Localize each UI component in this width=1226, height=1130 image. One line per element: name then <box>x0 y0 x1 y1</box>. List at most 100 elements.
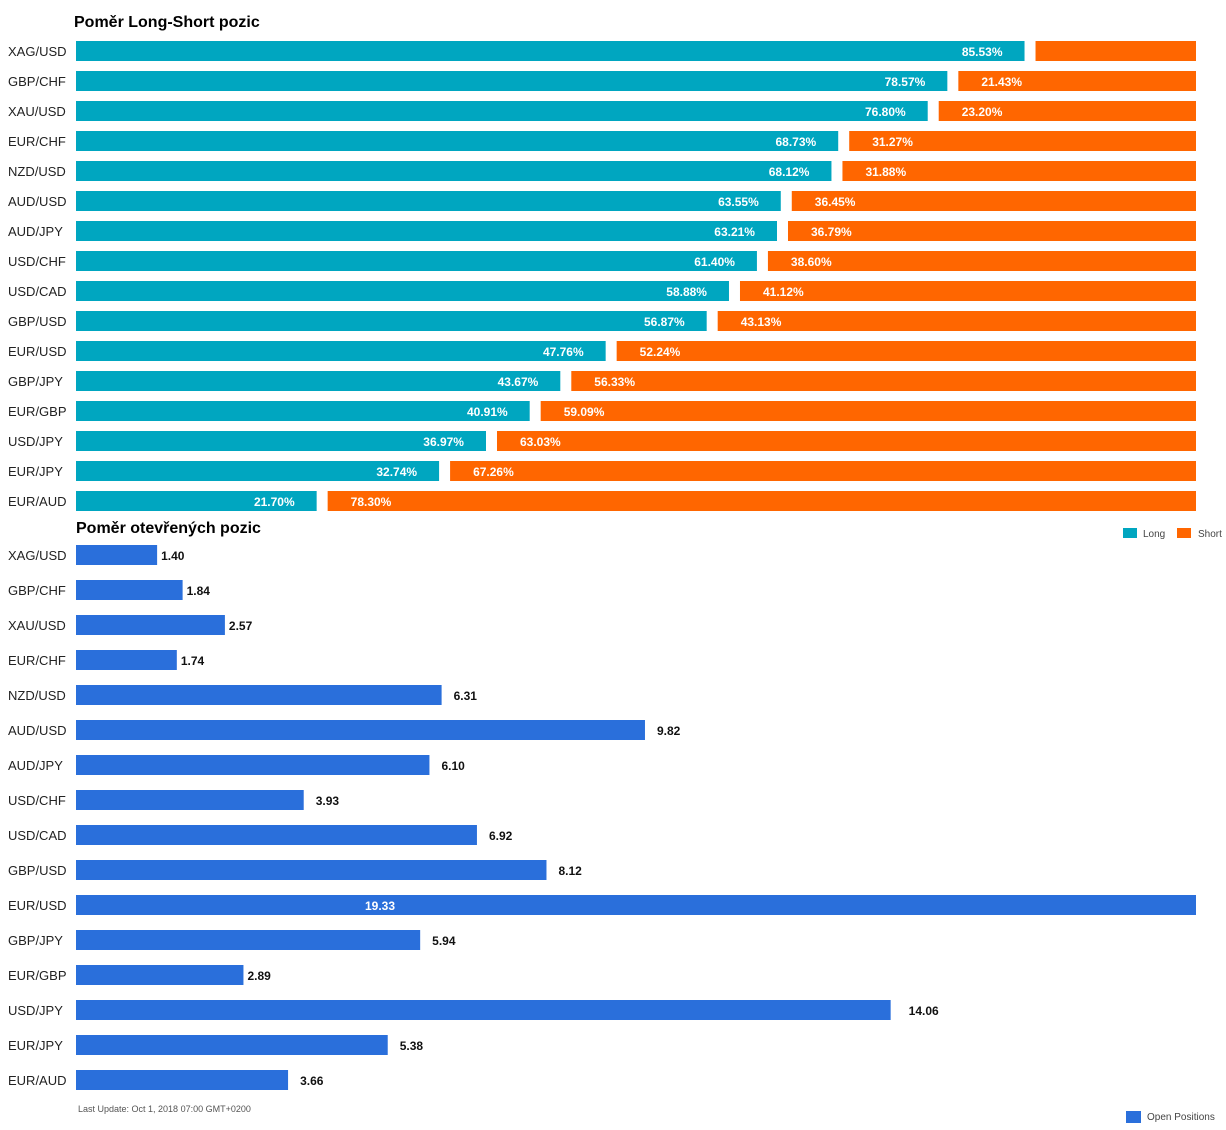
bar-open-positions <box>76 720 645 740</box>
data-label-short: 43.13% <box>741 315 782 329</box>
category-label: XAG/USD <box>8 548 67 563</box>
bar-long <box>76 461 440 481</box>
data-label-short: 63.03% <box>520 435 561 449</box>
bar-open-positions <box>76 930 421 950</box>
data-label-long: 21.70% <box>254 495 295 509</box>
chart-title: Poměr otevřených pozic <box>76 520 261 537</box>
data-label: 1.84 <box>187 584 211 598</box>
bar-open-positions <box>76 860 547 880</box>
bar-long <box>76 491 317 511</box>
bar-long <box>76 161 832 181</box>
bar-short <box>496 431 1196 451</box>
data-label-long: 68.12% <box>769 165 810 179</box>
bar-open-positions <box>76 895 1196 915</box>
category-label: USD/CAD <box>8 284 67 299</box>
category-label: EUR/GBP <box>8 404 67 419</box>
legend-label-open-positions: Open Positions <box>1147 1112 1215 1123</box>
data-label: 8.12 <box>558 864 582 878</box>
bar-short <box>327 491 1196 511</box>
category-label: EUR/CHF <box>8 653 66 668</box>
legend-swatch-short <box>1177 528 1191 538</box>
category-label: EUR/USD <box>8 898 67 913</box>
data-label: 5.94 <box>432 934 456 948</box>
bar-short <box>849 131 1196 151</box>
category-label: USD/CHF <box>8 254 66 269</box>
last-update-text: Last Update: Oct 1, 2018 07:00 GMT+0200 <box>78 1104 251 1114</box>
data-label-long: 47.76% <box>543 345 584 359</box>
legend-swatch-long <box>1123 528 1137 538</box>
data-label-long: 56.87% <box>644 315 685 329</box>
bar-short <box>540 401 1196 421</box>
data-label: 19.33 <box>365 899 395 913</box>
category-label: GBP/JPY <box>8 374 63 389</box>
bar-open-positions <box>76 755 430 775</box>
data-label: 9.82 <box>657 724 681 738</box>
data-label: 3.93 <box>316 794 340 808</box>
category-label: EUR/USD <box>8 344 67 359</box>
bar-short <box>938 101 1196 121</box>
data-label: 6.10 <box>441 759 465 773</box>
bar-short <box>958 71 1196 91</box>
category-label: NZD/USD <box>8 164 66 179</box>
data-label-long: 40.91% <box>467 405 508 419</box>
bar-open-positions <box>76 615 225 635</box>
bar-open-positions <box>76 580 183 600</box>
data-label: 6.31 <box>454 689 478 703</box>
bar-long <box>76 371 561 391</box>
data-label-short: 78.30% <box>351 495 392 509</box>
bar-open-positions <box>76 1000 891 1020</box>
data-label-short: 41.12% <box>763 285 804 299</box>
category-label: AUD/JPY <box>8 224 63 239</box>
category-label: GBP/CHF <box>8 583 66 598</box>
category-label: XAU/USD <box>8 104 66 119</box>
data-label-short: 67.26% <box>473 465 514 479</box>
legend-label-long: Long <box>1143 529 1165 540</box>
long-short-chart: Poměr Long-Short pozic XAG/USD 85.53% GBP/C… <box>8 14 1222 540</box>
bar-short <box>739 281 1196 301</box>
data-label-long: 61.40% <box>694 255 735 269</box>
data-label-long: 63.55% <box>718 195 759 209</box>
bar-long <box>76 251 757 271</box>
bar-open-positions <box>76 650 177 670</box>
data-label-short: 36.79% <box>811 225 852 239</box>
category-label: USD/JPY <box>8 434 63 449</box>
bar-long <box>76 71 948 91</box>
category-label: GBP/CHF <box>8 74 66 89</box>
bar-short <box>791 191 1196 211</box>
open-positions-chart: Poměr otevřených pozic XAG/USD 1.40 GBP/CHF… <box>8 520 1215 1123</box>
data-label-short: 31.27% <box>872 135 913 149</box>
data-label-long: 78.57% <box>885 75 926 89</box>
data-label-long: 58.88% <box>666 285 707 299</box>
data-label: 3.66 <box>300 1074 324 1088</box>
bar-short <box>842 161 1196 181</box>
data-label: 14.06 <box>909 1004 939 1018</box>
bar-open-positions <box>76 790 304 810</box>
data-label: 1.74 <box>181 654 205 668</box>
bar-open-positions <box>76 1070 289 1090</box>
bar-short <box>767 251 1196 271</box>
data-label: 2.57 <box>229 619 253 633</box>
bar-long <box>76 101 928 121</box>
category-label: EUR/CHF <box>8 134 66 149</box>
data-label-short: 36.45% <box>815 195 856 209</box>
legend-swatch-open-positions <box>1126 1111 1141 1123</box>
bar-long <box>76 401 530 421</box>
data-label-long: 32.74% <box>376 465 417 479</box>
bar-long <box>76 341 606 361</box>
category-label: GBP/JPY <box>8 933 63 948</box>
legend-label-short: Short <box>1198 529 1222 540</box>
category-label: EUR/JPY <box>8 464 63 479</box>
bar-short <box>571 371 1196 391</box>
chart-title: Poměr Long-Short pozic <box>74 14 260 31</box>
bar-short <box>717 311 1196 331</box>
data-label-long: 85.53% <box>962 45 1003 59</box>
category-label: USD/CAD <box>8 828 67 843</box>
bar-open-positions <box>76 685 442 705</box>
category-label: GBP/USD <box>8 314 67 329</box>
category-label: AUD/USD <box>8 194 67 209</box>
bar-open-positions <box>76 1035 388 1055</box>
data-label: 1.40 <box>161 549 185 563</box>
bar-long <box>76 431 486 451</box>
category-label: NZD/USD <box>8 688 66 703</box>
bar-long <box>76 281 729 301</box>
